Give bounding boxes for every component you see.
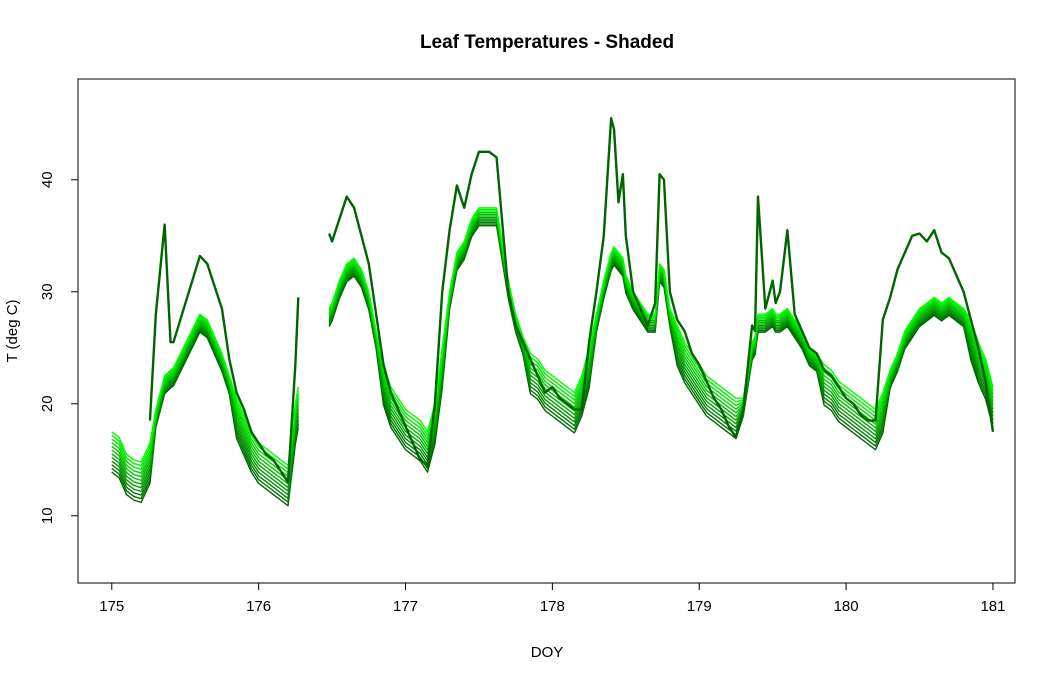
series-group: [111, 117, 995, 507]
x-tick-label: 175: [99, 598, 124, 615]
plot-box: [77, 78, 1016, 584]
series-line: [148, 117, 995, 484]
x-tick-label: 181: [980, 598, 1005, 615]
x-tick-label: 180: [834, 598, 859, 615]
x-axis-label: DOY: [531, 644, 564, 661]
x-tick-label: 177: [393, 598, 418, 615]
x-tick-label: 179: [687, 598, 712, 615]
x-tick-label: 178: [540, 598, 565, 615]
y-tick-label: 10: [39, 507, 56, 524]
y-axis-label: T (deg C): [4, 299, 21, 362]
y-tick-label: 20: [39, 395, 56, 412]
y-tick-label: 40: [39, 171, 56, 188]
chart-title: Leaf Temperatures - Shaded: [420, 32, 674, 53]
y-tick-label: 30: [39, 283, 56, 300]
y-axis: 10 20 30 40: [39, 171, 79, 524]
series-line: [111, 225, 994, 507]
series-line: [111, 223, 994, 503]
x-tick-label: 176: [246, 598, 271, 615]
x-axis: 175 176 177 178 179 180 181: [99, 582, 1005, 615]
